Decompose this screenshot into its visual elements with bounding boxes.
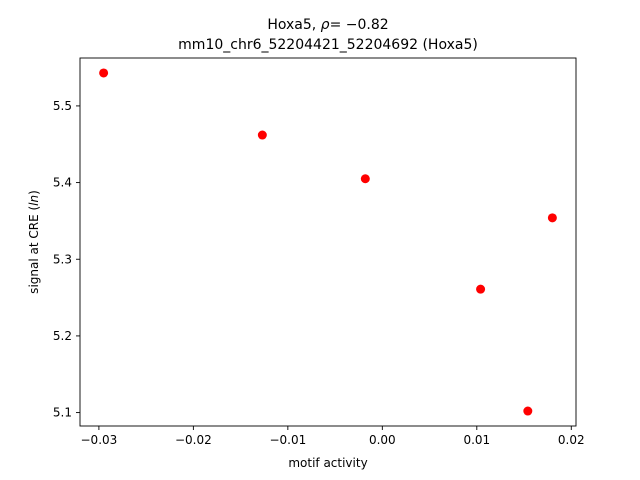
data-point	[476, 284, 486, 294]
x-tick-label: −0.03	[81, 433, 118, 447]
x-tick-label: −0.01	[269, 433, 306, 447]
data-point	[547, 213, 557, 223]
x-tick-label: 0.00	[369, 433, 396, 447]
chart-title-line1: Hoxa5, ρ= −0.82	[267, 17, 388, 33]
y-tick-label: 5.5	[53, 99, 72, 113]
x-tick-label: 0.01	[463, 433, 490, 447]
y-tick-label: 5.3	[53, 252, 72, 266]
chart-title-line2: mm10_chr6_52204421_52204692 (Hoxa5)	[178, 37, 478, 53]
y-tick-label: 5.4	[53, 176, 72, 190]
data-point	[257, 130, 267, 140]
y-axis-label: signal at CRE (ln)	[27, 190, 41, 294]
plot-area: −0.03 −0.02 −0.01 0.00 0.01 0.02 5.1 5.2 5.3 5.4 5…	[53, 57, 585, 447]
data-point	[360, 174, 370, 184]
x-axis-label: motif activity	[288, 456, 367, 470]
y-tick-label: 5.1	[53, 406, 72, 420]
plot-frame	[79, 57, 577, 427]
data-point	[523, 406, 533, 416]
x-tick-label: 0.02	[558, 433, 585, 447]
y-tick-label: 5.2	[53, 329, 72, 343]
x-tick-label: −0.02	[175, 433, 212, 447]
data-point	[99, 68, 109, 78]
